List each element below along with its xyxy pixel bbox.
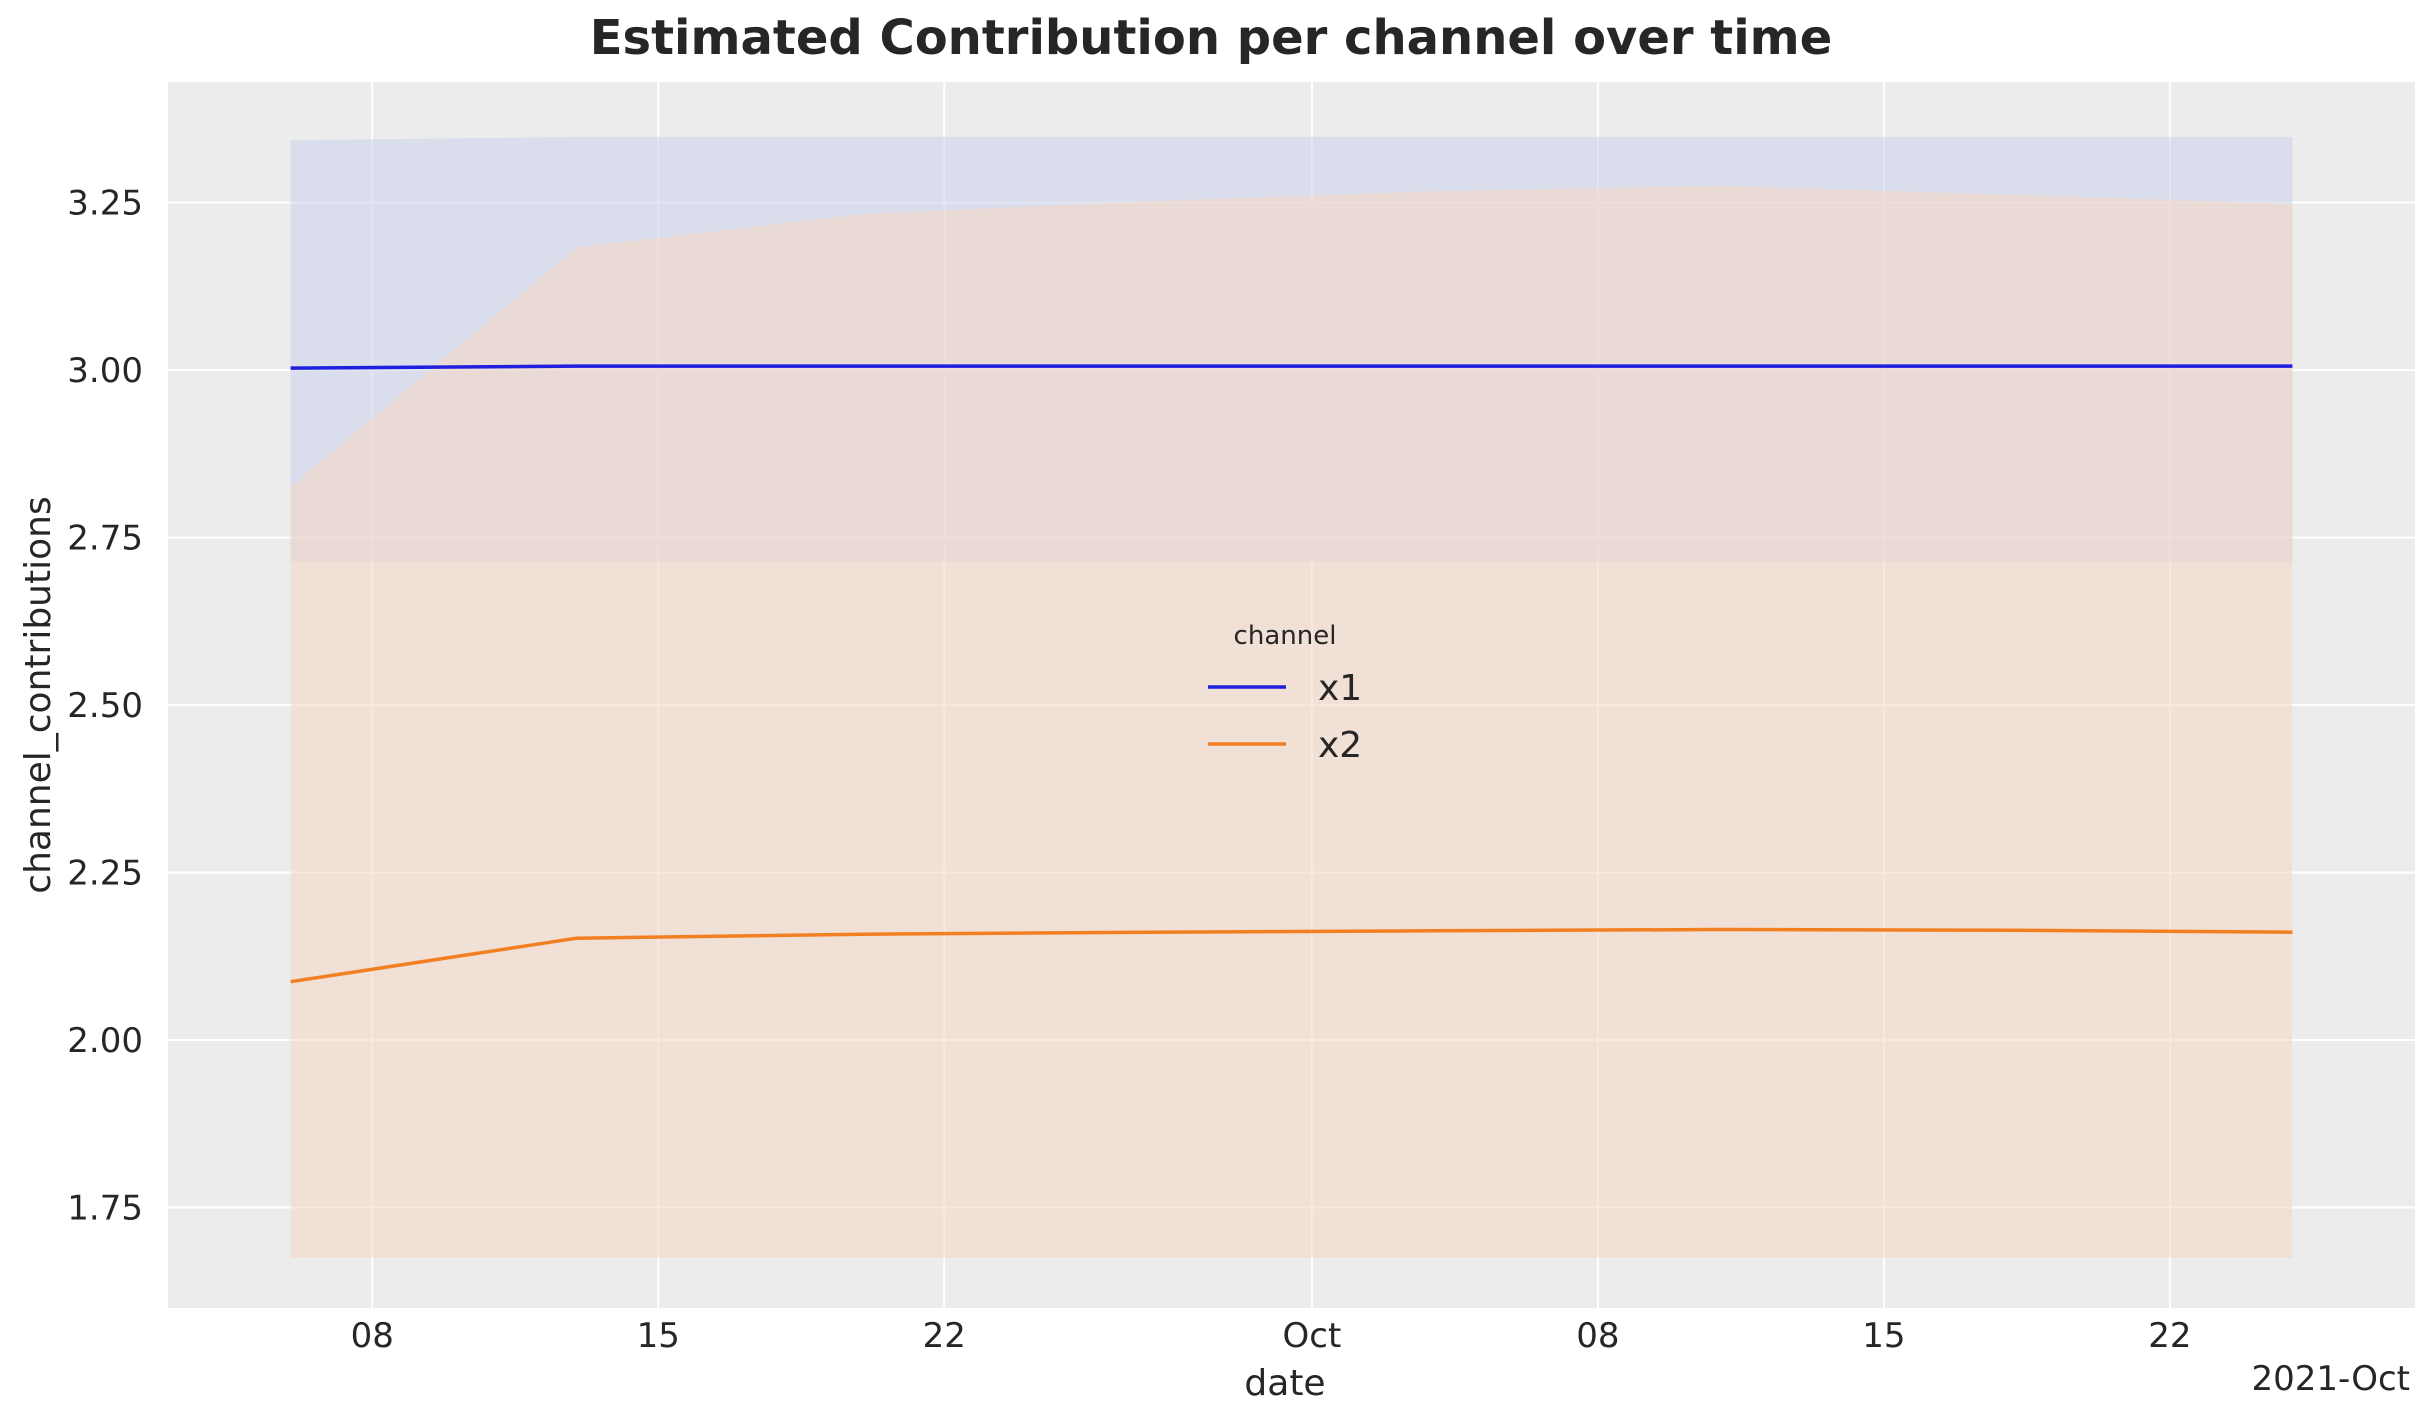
line-x1	[290, 364, 2293, 370]
uncertainty-bands	[290, 136, 2293, 1258]
x-tick-label: 08	[351, 1316, 394, 1356]
y-tick-label: 2.50	[67, 686, 143, 726]
x-tick-labels: 08 15 22 Oct 08 15 22	[351, 1316, 2192, 1356]
x-tick-label: 15	[637, 1316, 680, 1356]
y-tick-labels: 1.75 2.00 2.25 2.50 2.75 3.00 3.25	[67, 184, 143, 1229]
x-tick-label: Oct	[1283, 1316, 1342, 1356]
y-tick-label: 3.25	[67, 184, 143, 224]
x-axis-label: date	[1244, 1363, 1325, 1404]
legend-label-x1: x1	[1318, 668, 1362, 709]
x-tick-label: 22	[2148, 1316, 2191, 1356]
band-x2	[290, 185, 2293, 1258]
y-tick-label: 2.25	[67, 854, 143, 894]
legend: channel x1 x2	[1208, 621, 1362, 766]
y-tick-label: 2.75	[67, 519, 143, 559]
y-tick-label: 1.75	[67, 1189, 143, 1229]
x-tick-label: 15	[1862, 1316, 1905, 1356]
y-tick-label: 2.00	[67, 1021, 143, 1061]
legend-label-x2: x2	[1318, 725, 1362, 766]
x-offset-label: 2021-Oct	[2251, 1359, 2410, 1399]
chart-title: Estimated Contribution per channel over …	[590, 10, 1833, 66]
y-tick-label: 3.00	[67, 351, 143, 391]
y-axis-label: channel_contributions	[18, 496, 59, 893]
legend-title: channel	[1234, 621, 1337, 651]
x-tick-label: 08	[1576, 1316, 1619, 1356]
x-tick-label: 22	[923, 1316, 966, 1356]
series-lines	[290, 364, 2293, 984]
line-x2	[290, 927, 2293, 984]
